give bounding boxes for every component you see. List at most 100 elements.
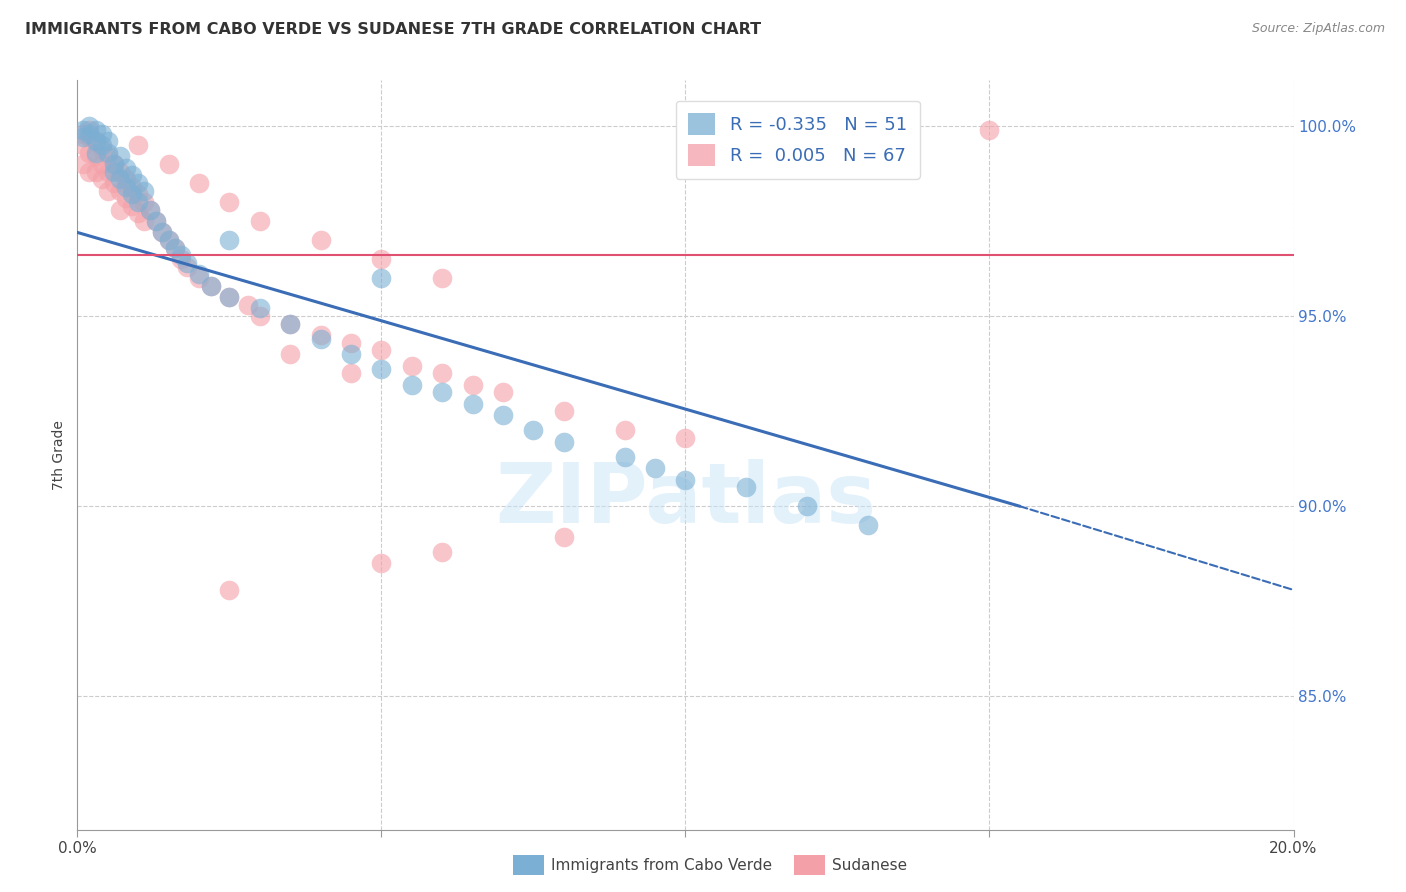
Point <box>115 172 138 186</box>
Point <box>72 137 94 152</box>
Y-axis label: 7th Grade: 7th Grade <box>52 420 66 490</box>
Point <box>188 271 211 285</box>
Point <box>430 545 453 559</box>
Point <box>553 404 575 418</box>
Point <box>121 187 143 202</box>
Point <box>134 194 156 209</box>
Point <box>108 164 131 178</box>
Point <box>553 434 575 449</box>
Text: Source: ZipAtlas.com: Source: ZipAtlas.com <box>1251 22 1385 36</box>
Point <box>115 161 138 175</box>
Point <box>152 226 174 240</box>
Point <box>127 137 149 152</box>
Point <box>90 157 112 171</box>
Point <box>735 480 758 494</box>
Point <box>461 396 484 410</box>
Point <box>121 169 143 183</box>
Point <box>176 256 198 270</box>
Point <box>218 290 240 304</box>
Point <box>79 122 101 136</box>
Point <box>249 309 271 323</box>
Point <box>134 214 156 228</box>
Point <box>90 142 112 156</box>
Point <box>218 582 240 597</box>
Point <box>157 157 180 171</box>
Point <box>856 518 879 533</box>
Point <box>430 366 453 380</box>
Point <box>200 278 222 293</box>
Point <box>145 214 167 228</box>
Point <box>72 157 94 171</box>
Point <box>309 328 332 343</box>
Point <box>492 408 515 422</box>
Point <box>170 248 193 262</box>
Legend: R = -0.335   N = 51, R =  0.005   N = 67: R = -0.335 N = 51, R = 0.005 N = 67 <box>676 101 920 179</box>
Point <box>72 127 94 141</box>
Point <box>127 194 149 209</box>
Point <box>430 385 453 400</box>
Point <box>84 145 107 160</box>
Point <box>401 359 423 373</box>
Point <box>103 176 125 190</box>
Point <box>979 122 1001 136</box>
Point <box>152 226 174 240</box>
Point <box>79 130 101 145</box>
Text: Sudanese: Sudanese <box>832 858 907 872</box>
Point <box>84 134 107 148</box>
Point <box>613 423 636 437</box>
Point <box>340 335 363 350</box>
Point <box>370 362 392 376</box>
Point <box>127 187 149 202</box>
Point <box>461 377 484 392</box>
Point <box>115 179 138 194</box>
Point <box>370 252 392 266</box>
Point <box>613 450 636 464</box>
Point <box>236 298 259 312</box>
Point <box>249 214 271 228</box>
Point <box>176 260 198 274</box>
Point <box>370 271 392 285</box>
Point <box>90 127 112 141</box>
Point <box>127 206 149 220</box>
Point <box>188 176 211 190</box>
Point <box>79 164 101 178</box>
Point <box>139 202 162 217</box>
Point <box>644 461 666 475</box>
Point <box>796 500 818 514</box>
Point <box>79 119 101 133</box>
Point <box>278 347 301 361</box>
Text: Immigrants from Cabo Verde: Immigrants from Cabo Verde <box>551 858 772 872</box>
Point <box>121 179 143 194</box>
Text: IMMIGRANTS FROM CABO VERDE VS SUDANESE 7TH GRADE CORRELATION CHART: IMMIGRANTS FROM CABO VERDE VS SUDANESE 7… <box>25 22 762 37</box>
Point <box>108 149 131 163</box>
Point <box>163 241 186 255</box>
Point <box>97 149 120 163</box>
Point <box>79 145 101 160</box>
Point <box>675 473 697 487</box>
Point <box>103 157 125 171</box>
Point <box>675 431 697 445</box>
Point <box>79 127 101 141</box>
Point <box>249 301 271 316</box>
Point <box>170 252 193 266</box>
Text: ZIPatlas: ZIPatlas <box>495 459 876 541</box>
Point <box>90 172 112 186</box>
Point <box>108 172 131 186</box>
Point <box>430 271 453 285</box>
Point <box>84 164 107 178</box>
Point <box>108 202 131 217</box>
Point <box>72 130 94 145</box>
Point <box>522 423 544 437</box>
Point <box>84 149 107 163</box>
Point <box>188 267 211 281</box>
Point <box>309 332 332 346</box>
Point <box>103 164 125 178</box>
Point <box>108 184 131 198</box>
Point <box>218 194 240 209</box>
Point <box>157 233 180 247</box>
Point <box>218 290 240 304</box>
Point <box>163 241 186 255</box>
Point <box>401 377 423 392</box>
Point <box>492 385 515 400</box>
Point <box>115 191 138 205</box>
